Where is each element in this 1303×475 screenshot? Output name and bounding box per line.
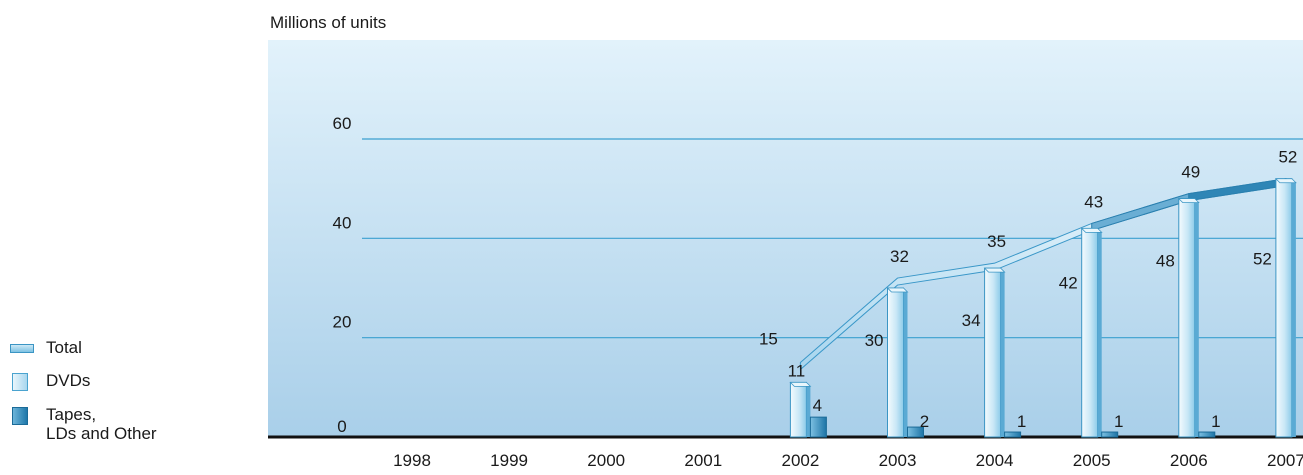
total-data-label-2004: 35 bbox=[987, 232, 1006, 251]
tape-bar-group-2004 bbox=[1004, 431, 1022, 438]
tape-data-label-2003: 2 bbox=[920, 412, 929, 431]
legend-label-tapes: Tapes, LDs and Other bbox=[46, 405, 166, 443]
tape-bar-group-2006 bbox=[1198, 431, 1216, 438]
dvd-data-label-2002: 11 bbox=[788, 361, 806, 380]
dvd-bar-group-2005 bbox=[1080, 227, 1103, 438]
legend-label-dvds: DVDs bbox=[46, 371, 91, 390]
tape-bar-2005 bbox=[1101, 431, 1119, 438]
total-data-label-2003: 32 bbox=[890, 247, 909, 266]
legend-swatch-dvds bbox=[12, 373, 28, 391]
tape-bar-group-2002 bbox=[809, 416, 827, 438]
total-data-label-2002: 15 bbox=[759, 330, 778, 349]
y-axis-label: Millions of units bbox=[270, 13, 386, 32]
tape-bar-2004 bbox=[1004, 431, 1022, 438]
legend-label-tapes-line1: Tapes, bbox=[46, 405, 97, 424]
legend-item-dvds: DVDs bbox=[10, 371, 166, 391]
dvd-data-label-2005: 42 bbox=[1059, 273, 1078, 292]
dvd-bar-side-2006 bbox=[1194, 202, 1199, 437]
tape-bar-2002 bbox=[809, 416, 827, 438]
total-data-label-2006: 49 bbox=[1181, 163, 1200, 182]
dvd-bar-side-2005 bbox=[1097, 232, 1102, 437]
tape-bar-group-2003 bbox=[907, 426, 924, 438]
x-tick-label-1998: 1998 bbox=[393, 451, 431, 470]
y-tick-label-40: 40 bbox=[333, 213, 352, 232]
x-tick-label-2002: 2002 bbox=[781, 451, 819, 470]
dvd-bar-side-2004 bbox=[1000, 272, 1005, 437]
x-tick-label-2001: 2001 bbox=[684, 451, 722, 470]
total-data-label-2007: 52 bbox=[1278, 148, 1297, 167]
x-tick-label-2003: 2003 bbox=[879, 451, 917, 470]
dvd-bar-group-2002 bbox=[789, 381, 812, 438]
x-tick-label-2005: 2005 bbox=[1073, 451, 1111, 470]
tape-bar-2003 bbox=[907, 426, 924, 438]
tape-data-label-2004: 1 bbox=[1017, 412, 1026, 431]
dvd-data-label-2003: 30 bbox=[865, 331, 884, 350]
dvd-bar-2005 bbox=[1081, 227, 1099, 438]
dvd-bar-2007 bbox=[1275, 178, 1293, 438]
dvd-bar-top-2006 bbox=[1177, 198, 1200, 204]
legend: Total DVDs Tapes, LDs and Other bbox=[10, 338, 166, 443]
y-tick-label-20: 20 bbox=[333, 313, 352, 332]
dvd-bar-side-2007 bbox=[1291, 182, 1296, 437]
dvd-bar-group-2006 bbox=[1177, 198, 1200, 438]
legend-item-tapes: Tapes, LDs and Other bbox=[10, 405, 166, 443]
x-tick-label-2000: 2000 bbox=[587, 451, 625, 470]
y-tick-label-60: 60 bbox=[333, 114, 352, 133]
dvd-bar-side-2002 bbox=[806, 386, 811, 437]
total-data-label-2005: 43 bbox=[1084, 192, 1103, 211]
tape-data-label-2006: 1 bbox=[1211, 412, 1220, 431]
dvd-data-label-2004: 34 bbox=[962, 311, 981, 330]
x-tick-label-2004: 2004 bbox=[976, 451, 1014, 470]
dvd-data-label-2006: 48 bbox=[1156, 252, 1175, 271]
dvd-bar-2004 bbox=[984, 267, 1002, 438]
x-tick-label-1999: 1999 bbox=[490, 451, 528, 470]
dvd-bar-group-2007 bbox=[1274, 178, 1297, 438]
dvd-bar-top-2003 bbox=[886, 287, 909, 293]
dvd-bar-top-2007 bbox=[1274, 178, 1297, 184]
dvd-bar-top-2005 bbox=[1080, 227, 1103, 233]
x-tick-label-2007: 2007 bbox=[1267, 451, 1303, 470]
dvd-bar-top-2004 bbox=[983, 267, 1006, 273]
dvd-bar-2006 bbox=[1178, 198, 1196, 438]
x-tick-label-2006: 2006 bbox=[1170, 451, 1208, 470]
legend-label-total: Total bbox=[46, 338, 82, 357]
dvd-bar-2003 bbox=[887, 287, 904, 438]
tape-bar-group-2005 bbox=[1101, 431, 1119, 438]
legend-swatch-total bbox=[10, 344, 34, 353]
dvd-bar-top-2002 bbox=[789, 381, 812, 387]
dvd-bar-side-2003 bbox=[903, 292, 908, 437]
legend-label-tapes-line2: LDs and Other bbox=[46, 424, 157, 443]
tape-data-label-2002: 4 bbox=[813, 396, 822, 415]
dvd-bar-group-2004 bbox=[983, 267, 1006, 438]
legend-swatch-tapes bbox=[12, 407, 28, 425]
legend-item-total: Total bbox=[10, 338, 166, 357]
y-tick-label-0: 0 bbox=[337, 417, 346, 436]
tape-data-label-2005: 1 bbox=[1114, 412, 1123, 431]
dvd-data-label-2007: 52 bbox=[1253, 250, 1272, 269]
dvd-bar-group-2003 bbox=[886, 287, 909, 438]
dvd-bar-2002 bbox=[789, 381, 807, 438]
tape-bar-2006 bbox=[1198, 431, 1216, 438]
